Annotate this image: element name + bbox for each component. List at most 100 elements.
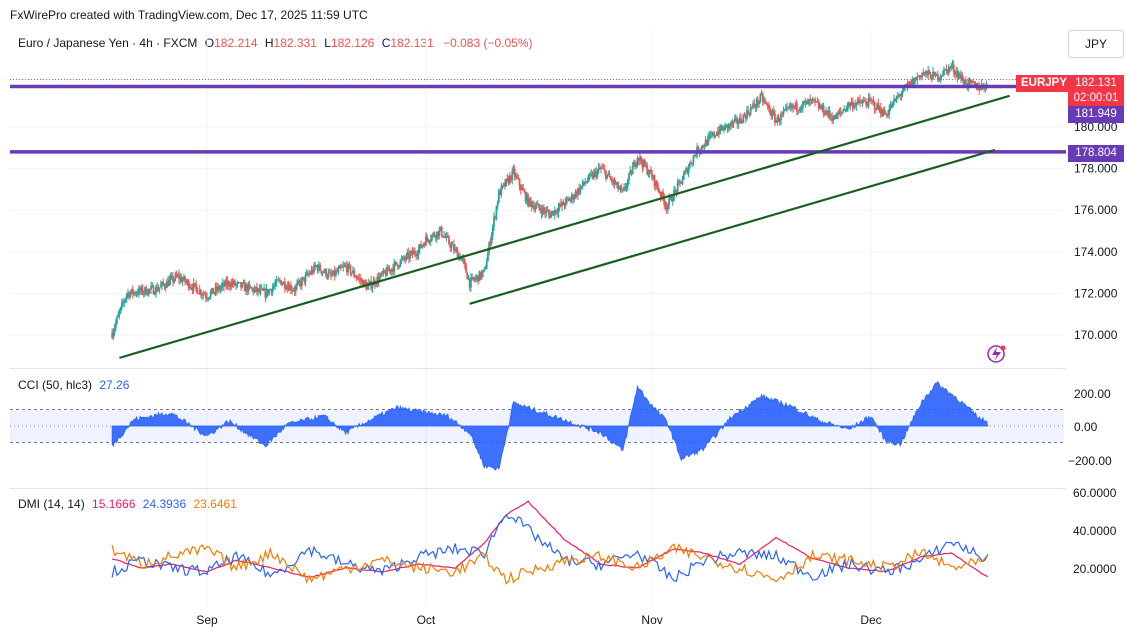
candle-body <box>173 279 176 282</box>
candle-body <box>761 93 764 102</box>
candle-body <box>555 210 557 213</box>
candle-body <box>811 98 814 100</box>
trendline <box>119 94 1010 359</box>
candle-body <box>739 117 742 123</box>
candle-body <box>884 114 887 116</box>
candle-body <box>337 268 340 273</box>
candle-body <box>586 180 589 183</box>
candle-body <box>477 275 480 282</box>
candle-body <box>590 173 593 175</box>
candle-body <box>495 206 498 218</box>
candle-body <box>296 283 298 287</box>
candle-body <box>815 101 818 103</box>
candle-body <box>597 167 600 171</box>
candle-body <box>922 73 925 74</box>
candle-body <box>962 79 965 84</box>
candle-body <box>281 283 284 286</box>
candle-body <box>450 244 453 248</box>
candle-body <box>300 278 303 287</box>
candle-body <box>175 274 178 277</box>
candle-body <box>615 182 618 184</box>
candle-body <box>915 77 917 81</box>
candle-body <box>401 256 404 260</box>
candle-body <box>671 200 674 202</box>
candle-body <box>632 162 635 167</box>
candle-body <box>494 216 497 218</box>
candle-body <box>755 99 758 108</box>
candle-body <box>687 167 690 174</box>
candle-body <box>343 265 346 267</box>
candle-body <box>791 104 793 108</box>
cci-label[interactable]: CCI (50, hlc3) <box>18 378 93 392</box>
candle-body <box>321 271 324 274</box>
candle-body <box>688 162 691 168</box>
candle-body <box>896 95 899 98</box>
candle-body <box>421 245 424 248</box>
dmi-label[interactable]: DMI (14, 14) <box>18 497 85 511</box>
candle-body <box>731 121 734 125</box>
candle-body <box>212 288 214 294</box>
candle-body <box>793 105 796 108</box>
candle-body <box>471 277 474 278</box>
cci-tick-0: 0.00 <box>1074 420 1098 434</box>
candle-body <box>469 277 472 288</box>
candle-body <box>752 103 754 108</box>
candle-body <box>451 244 454 246</box>
candle-body <box>782 111 785 114</box>
candle-body <box>558 203 561 208</box>
candle-body <box>803 101 806 103</box>
candle-body <box>332 270 335 276</box>
candle-body <box>938 78 941 81</box>
candle-body <box>279 279 281 281</box>
candle-body <box>712 132 714 136</box>
candle-body <box>482 270 484 273</box>
candle-body <box>399 260 402 267</box>
candle-body <box>137 288 140 295</box>
candle-body <box>934 72 937 77</box>
candle-body <box>361 279 364 287</box>
candle-body <box>744 115 747 119</box>
candle-body <box>812 98 815 100</box>
candle-body <box>849 103 852 107</box>
candle-body <box>136 293 139 295</box>
candle-body <box>888 109 891 115</box>
candle-body <box>501 185 504 187</box>
candle-body <box>118 311 121 315</box>
candle-body <box>667 204 669 210</box>
candle-body <box>462 257 465 261</box>
candle-body <box>730 121 733 126</box>
countdown-tag: 02:00:01 <box>1068 90 1124 107</box>
candle-body <box>932 71 934 80</box>
candle-body <box>853 104 855 109</box>
candle-body <box>338 266 341 269</box>
candle-body <box>763 100 765 102</box>
candle-body <box>553 210 556 216</box>
currency-button[interactable]: JPY <box>1068 30 1124 58</box>
cci-area <box>111 380 989 471</box>
candle-body <box>120 302 123 307</box>
candle-body <box>710 134 713 136</box>
pane-divider-dmi[interactable] <box>10 488 1066 489</box>
candle-body <box>594 171 596 173</box>
candle-body <box>956 71 959 78</box>
candle-body <box>592 172 595 179</box>
candle-body <box>404 258 407 260</box>
candle-body <box>241 283 244 288</box>
candle-body <box>967 79 970 87</box>
candle-body <box>923 72 926 74</box>
candle-body <box>957 73 960 78</box>
candle-body <box>547 211 550 214</box>
symbol-name[interactable]: Euro / Japanese Yen · 4h · FXCM <box>18 36 198 50</box>
candle-body <box>354 276 357 278</box>
candle-body <box>251 288 253 290</box>
candle-body <box>223 282 225 287</box>
candle-body <box>557 207 560 213</box>
candle-body <box>308 273 311 275</box>
lightning-icon[interactable] <box>987 345 1006 363</box>
candle-body <box>231 282 234 285</box>
pane-divider-cci[interactable] <box>10 368 1066 369</box>
candle-body <box>255 286 258 292</box>
candle-body <box>290 285 292 291</box>
candle-body <box>626 180 629 187</box>
